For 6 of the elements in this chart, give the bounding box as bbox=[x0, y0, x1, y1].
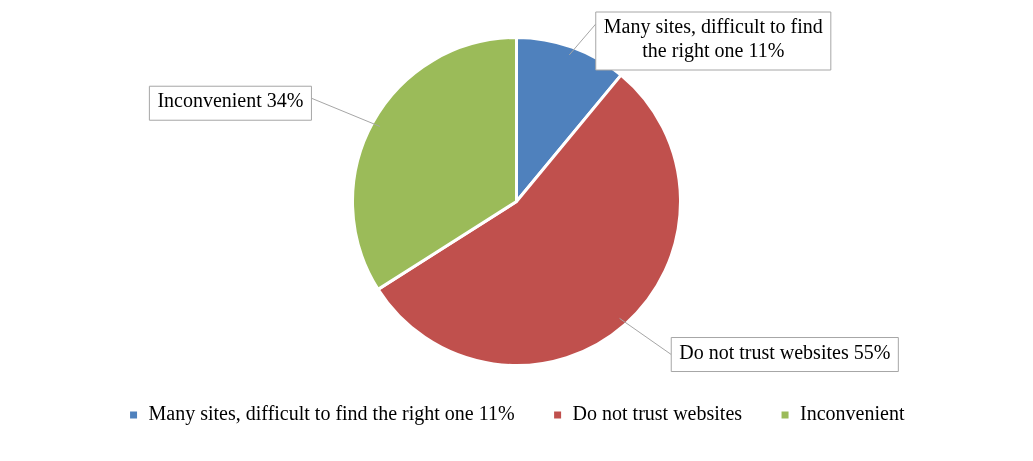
legend-label: Inconvenient bbox=[800, 402, 905, 425]
legend-label: Many sites, difficult to find the right one 11% bbox=[148, 402, 515, 426]
data-label: Many sites, difficult to find the right one 11% bbox=[603, 15, 823, 63]
legend-label: Do not trust websites bbox=[572, 402, 743, 425]
data-label: Inconvenient 34% bbox=[157, 89, 304, 112]
data-label: Do not trust websites 55% bbox=[679, 340, 891, 363]
